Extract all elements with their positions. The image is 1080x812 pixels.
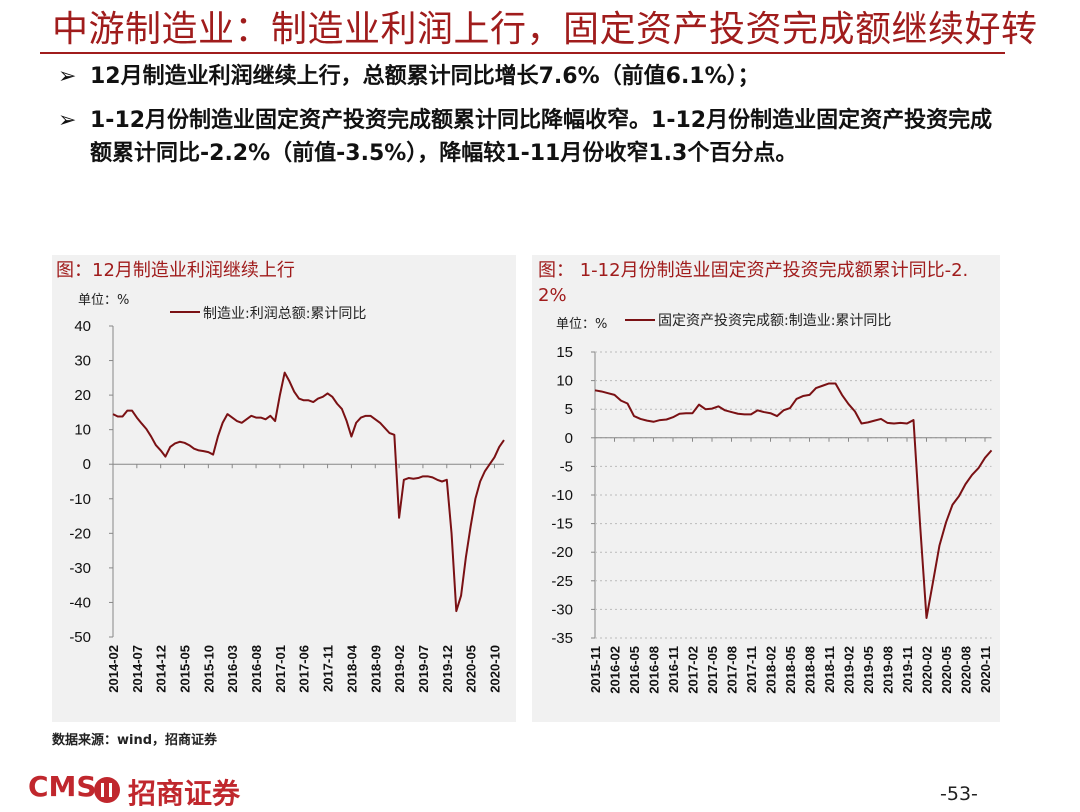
x-tick-label: 2016-03 bbox=[225, 645, 240, 693]
x-tick-label: 2015-11 bbox=[588, 646, 603, 693]
x-tick-label: 2020-10 bbox=[487, 645, 502, 693]
logo-icon bbox=[94, 777, 120, 803]
x-tick-label: 2020-02 bbox=[920, 646, 935, 694]
x-tick-label: 2018-09 bbox=[368, 645, 383, 693]
x-tick-label: 2017-05 bbox=[705, 646, 720, 694]
data-line bbox=[594, 382, 993, 619]
x-tick-label: 2020-05 bbox=[939, 646, 954, 694]
chart-panel bbox=[532, 255, 1000, 722]
chart-panel bbox=[52, 255, 516, 722]
chart-title: 图： 1-12月份制造业固定资产投资完成额累计同比-2. 2% bbox=[538, 260, 969, 306]
x-tick-label: 2015-05 bbox=[178, 645, 193, 693]
slide-title: 中游制造业：制造业利润上行，固定资产投资完成额继续好转 bbox=[52, 9, 1038, 50]
x-tick-label: 2020-05 bbox=[464, 645, 479, 693]
x-tick-label: 2015-10 bbox=[201, 645, 216, 693]
x-tick-label: 2016-08 bbox=[647, 646, 662, 694]
x-tick-label: 2020-11 bbox=[978, 646, 993, 693]
page-number: -53- bbox=[940, 783, 978, 805]
x-tick-label: 2014-07 bbox=[130, 645, 145, 693]
unit-label: 单位：% bbox=[556, 317, 608, 332]
y-tick-label: -30 bbox=[551, 601, 573, 618]
y-tick-label: -20 bbox=[551, 544, 573, 561]
x-tick-label: 2019-07 bbox=[416, 645, 431, 693]
y-tick-label: 20 bbox=[74, 387, 91, 404]
y-tick-label: -20 bbox=[69, 525, 91, 542]
y-tick-label: -30 bbox=[69, 560, 91, 577]
y-tick-label: -50 bbox=[69, 629, 91, 646]
x-tick-label: 2019-02 bbox=[842, 646, 857, 694]
x-tick-label: 2018-08 bbox=[803, 646, 818, 694]
x-tick-label: 2019-08 bbox=[881, 646, 896, 694]
title-rule bbox=[40, 52, 1005, 54]
x-tick-label: 2019-11 bbox=[900, 646, 915, 693]
x-tick-label: 2019-05 bbox=[861, 646, 876, 694]
company-name: 招商证券 bbox=[128, 777, 241, 810]
y-tick-label: 5 bbox=[565, 401, 573, 418]
bullet-list: 12月制造业利润继续上行，总额累计同比增长7.6%（前值6.1%）； 1-12月… bbox=[58, 60, 998, 181]
bullet: 12月制造业利润继续上行，总额累计同比增长7.6%（前值6.1%）； bbox=[58, 60, 998, 93]
x-tick-label: 2014-12 bbox=[154, 645, 169, 693]
chart-title: 图：12月制造业利润继续上行 bbox=[56, 260, 295, 281]
y-tick-label: -35 bbox=[551, 630, 573, 647]
bullet: 1-12月份制造业固定资产投资完成额累计同比降幅收窄。1-12月份制造业固定资产… bbox=[58, 104, 998, 170]
x-tick-label: 2018-04 bbox=[344, 644, 359, 692]
source-note: 数据来源：wind，招商证券 bbox=[52, 733, 218, 748]
x-tick-label: 2017-08 bbox=[725, 646, 740, 694]
x-tick-label: 2018-05 bbox=[783, 646, 798, 694]
logo-glyph bbox=[101, 783, 104, 797]
x-tick-label: 2016-02 bbox=[608, 646, 623, 694]
x-tick-label: 2018-02 bbox=[764, 646, 779, 694]
x-tick-label: 2017-01 bbox=[273, 645, 288, 693]
x-tick-label: 2020-08 bbox=[959, 646, 974, 694]
logo-circle bbox=[94, 777, 120, 803]
y-tick-label: 0 bbox=[83, 456, 91, 473]
y-tick-label: 30 bbox=[74, 353, 91, 370]
y-tick-label: 40 bbox=[74, 318, 91, 335]
x-tick-label: 2017-11 bbox=[321, 645, 336, 692]
y-tick-label: -15 bbox=[551, 516, 573, 533]
logo-glyph bbox=[109, 783, 112, 797]
x-tick-label: 2014-02 bbox=[106, 645, 121, 693]
y-tick-label: 15 bbox=[556, 344, 573, 361]
y-tick-label: -40 bbox=[69, 594, 91, 611]
x-tick-label: 2017-11 bbox=[744, 646, 759, 693]
legend-label: 制造业:利润总额:累计同比 bbox=[203, 306, 367, 322]
x-tick-label: 2016-05 bbox=[627, 646, 642, 694]
y-tick-label: 0 bbox=[565, 430, 573, 447]
x-tick-label: 2016-11 bbox=[666, 646, 681, 693]
x-tick-label: 2016-08 bbox=[249, 645, 264, 693]
legend-label: 固定资产投资完成额:制造业:累计同比 bbox=[658, 313, 892, 329]
x-tick-label: 2019-12 bbox=[440, 645, 455, 693]
x-tick-label: 2017-06 bbox=[297, 645, 312, 693]
logo-text: CMS bbox=[28, 770, 97, 803]
y-tick-label: -25 bbox=[551, 573, 573, 590]
data-line bbox=[112, 371, 505, 613]
y-tick-label: -10 bbox=[551, 487, 573, 504]
y-tick-label: -10 bbox=[69, 491, 91, 508]
y-tick-label: -5 bbox=[560, 458, 573, 475]
unit-label: 单位：% bbox=[78, 293, 130, 308]
y-tick-label: 10 bbox=[74, 422, 91, 439]
x-tick-label: 2017-02 bbox=[686, 646, 701, 694]
x-tick-label: 2018-11 bbox=[822, 646, 837, 693]
y-tick-label: 10 bbox=[556, 373, 573, 390]
x-tick-label: 2019-02 bbox=[392, 645, 407, 693]
